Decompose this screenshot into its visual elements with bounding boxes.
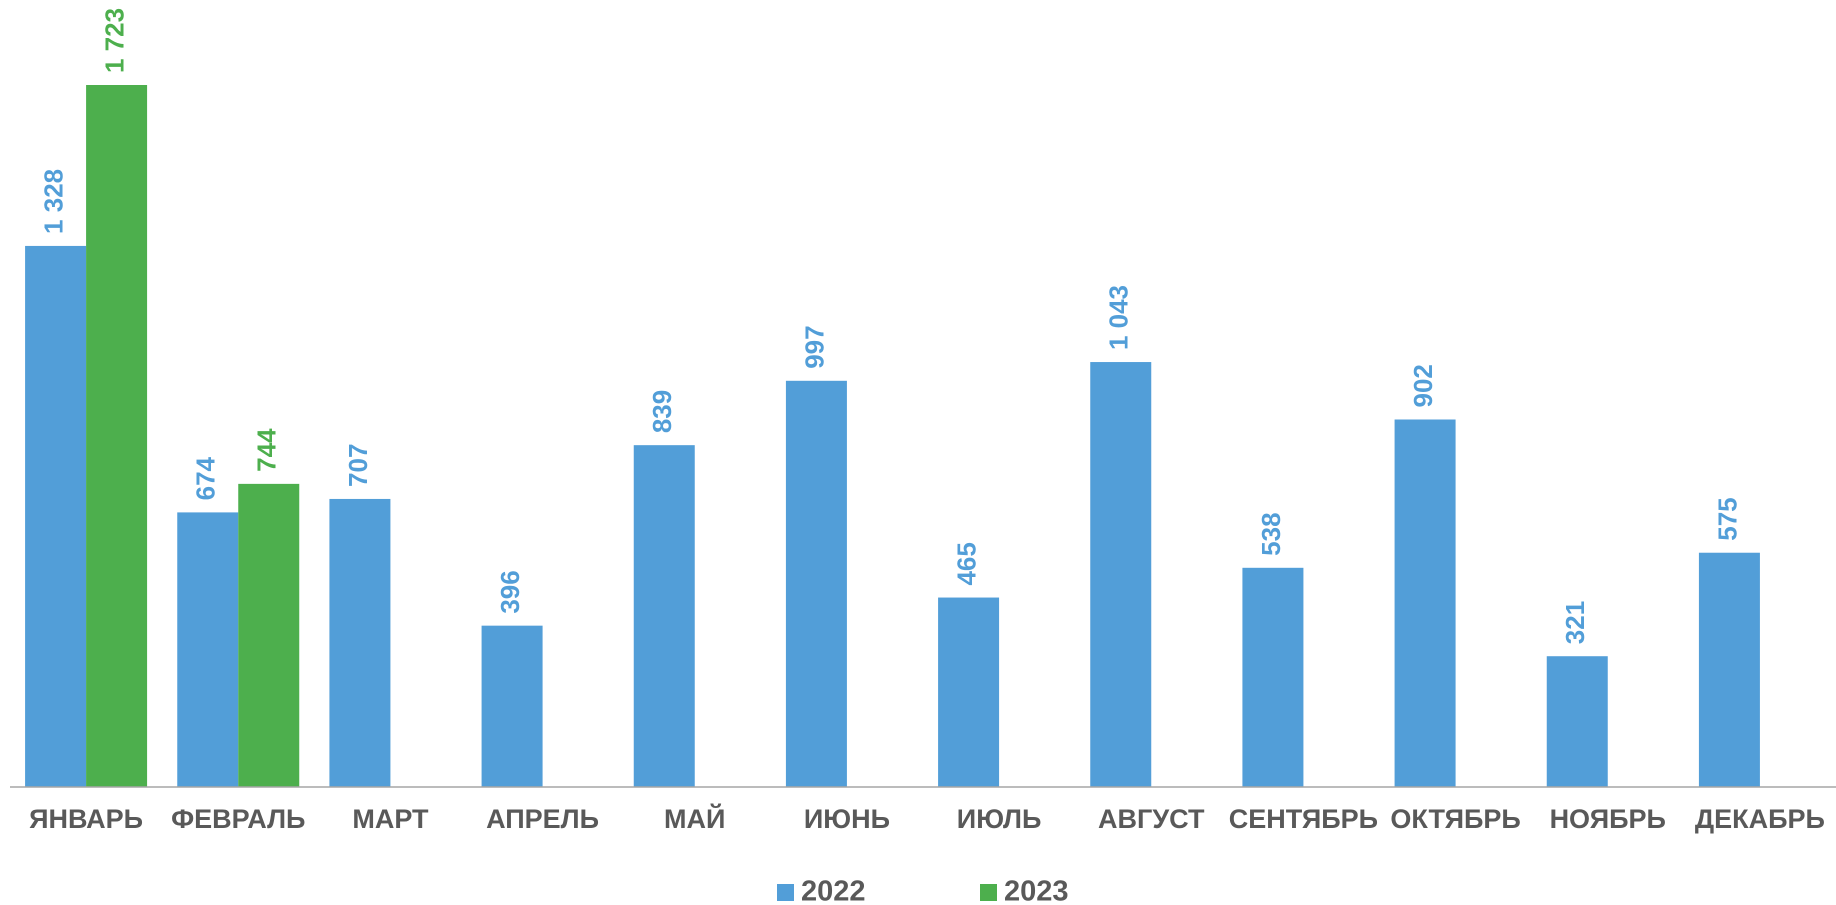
legend-swatch — [980, 884, 997, 901]
bar — [1698, 552, 1760, 787]
bar — [1394, 419, 1456, 787]
bar — [25, 245, 87, 787]
legend-label: 2022 — [801, 876, 866, 905]
bar — [1546, 656, 1608, 787]
value-label: 902 — [1408, 364, 1438, 407]
value-label: 744 — [252, 428, 282, 472]
x-tick-label: НОЯБРЬ — [1550, 804, 1666, 834]
value-label: 997 — [799, 325, 829, 368]
value-label: 1 328 — [38, 169, 68, 234]
x-tick-label: МАРТ — [352, 804, 429, 834]
x-tick-label: СЕНТЯБРЬ — [1229, 804, 1378, 834]
x-tick-label: ИЮНЬ — [804, 804, 890, 834]
value-label: 707 — [343, 444, 373, 487]
x-tick-label: ЯНВАРЬ — [29, 804, 143, 834]
x-tick-label: МАЙ — [664, 803, 725, 834]
legend-label: 2023 — [1004, 876, 1069, 905]
bar — [1242, 567, 1304, 787]
value-label: 1 043 — [1104, 285, 1134, 350]
x-tick-label: ДЕКАБРЬ — [1695, 804, 1825, 834]
value-label: 538 — [1256, 512, 1286, 555]
x-tick-label: АВГУСТ — [1098, 804, 1205, 834]
value-label: 839 — [647, 390, 677, 433]
bar — [329, 498, 391, 787]
x-tick-label: ИЮЛЬ — [957, 804, 1042, 834]
x-tick-label: АПРЕЛЬ — [486, 804, 599, 834]
value-label: 396 — [495, 570, 525, 613]
value-label: 1 723 — [99, 8, 129, 73]
bar — [238, 483, 300, 787]
bar — [86, 85, 148, 787]
x-tick-label: ФЕВРАЛЬ — [171, 804, 305, 834]
value-label: 674 — [191, 456, 221, 500]
value-label: 321 — [1560, 601, 1590, 644]
value-label: 465 — [951, 542, 981, 585]
bar — [938, 597, 1000, 787]
x-tick-label: ОКТЯБРЬ — [1390, 804, 1521, 834]
bar — [785, 380, 847, 787]
bar — [481, 625, 543, 787]
bar — [177, 512, 239, 787]
legend-swatch — [777, 884, 794, 901]
bar — [1090, 362, 1152, 787]
bar — [633, 445, 695, 787]
value-label: 575 — [1712, 497, 1742, 540]
